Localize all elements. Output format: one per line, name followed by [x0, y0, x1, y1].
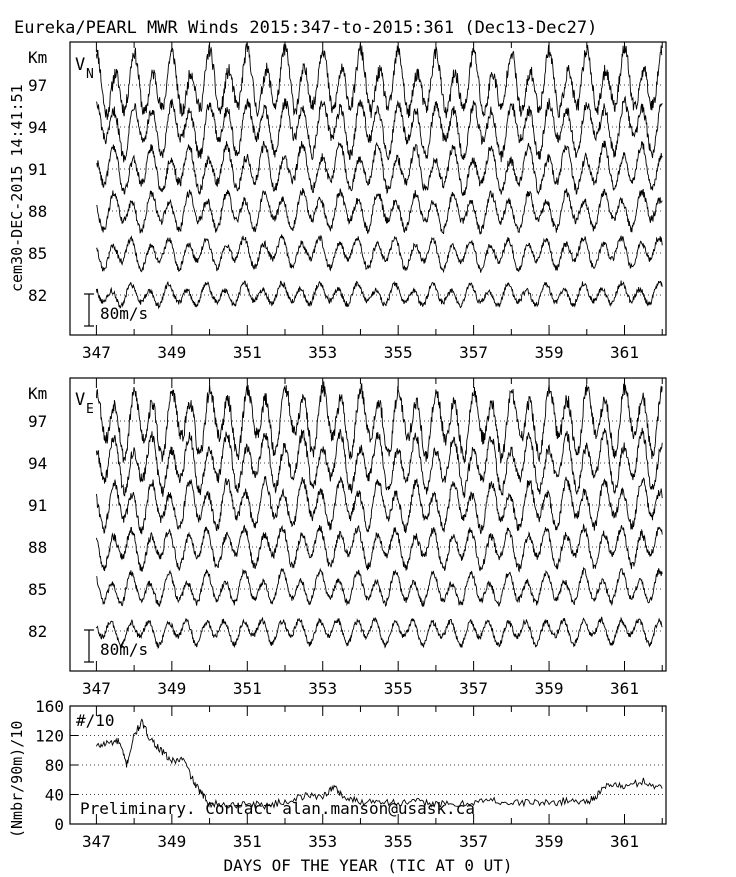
vn-panel-label: V: [75, 55, 85, 75]
vn-trace-97: [95, 42, 663, 120]
ve-trace-85: [96, 566, 663, 608]
figure-title: Eureka/PEARL MWR Winds 2015:347-to-2015:…: [14, 18, 597, 38]
vn-x-tick-label: 347: [82, 343, 111, 362]
count-panel-label: #/10: [76, 711, 115, 730]
ve-y-tick-labels: 97 94 91 88 85 82: [28, 412, 47, 641]
count-grid: [70, 705, 666, 825]
count-y-tick-label: 40: [45, 786, 64, 805]
vn-panel-subscript: N: [86, 67, 94, 82]
ve-y-tick-label: 94: [28, 454, 47, 473]
ve-y-tick-label: 88: [28, 538, 47, 557]
ve-trace-97: [95, 381, 663, 464]
count-y-axis-label: (Nmbr/90m)/10: [8, 721, 26, 838]
count-x-tick-label: 361: [610, 832, 639, 851]
count-x-tick-label: 349: [157, 832, 186, 851]
x-axis-title: DAYS OF THE YEAR (TIC AT 0 UT): [224, 856, 513, 875]
vn-trace-91: [96, 140, 663, 197]
ve-wind-panel: Km V E 97 94 91 88 85 82 347 349 351 353 355 357 35…: [28, 377, 667, 698]
vn-x-tick-label: 357: [459, 343, 488, 362]
vn-y-tick-label: 85: [28, 244, 47, 263]
vn-y-tick-label: 82: [28, 286, 47, 305]
ve-panel-frame: [69, 377, 667, 672]
ve-x-tick-label: 355: [384, 679, 413, 698]
vn-panel-frame: [69, 41, 667, 336]
count-series-line: [95, 718, 663, 810]
count-x-tick-label: 351: [233, 832, 262, 851]
vn-y-tick-labels: 97 94 91 88 85 82: [28, 76, 47, 305]
vn-x-tick-label: 353: [308, 343, 337, 362]
vn-trace-88: [96, 187, 663, 235]
ve-traces: [95, 381, 663, 650]
count-y-tick-labels: 0 40 80 120 160: [35, 697, 64, 834]
ve-trace-88: [95, 523, 663, 573]
count-y-tick-label: 0: [54, 815, 64, 834]
ve-grid: [108, 420, 664, 632]
ve-trace-94: [95, 427, 663, 499]
ve-panel-label: V: [75, 390, 85, 410]
count-x-tick-label: 359: [535, 832, 564, 851]
ve-scale-bar-label: 80m/s: [100, 640, 148, 659]
ve-y-tick-label: 82: [28, 622, 47, 641]
count-y-tick-label: 160: [35, 697, 64, 716]
count-x-tick-label: 357: [459, 832, 488, 851]
ve-x-tick-label: 349: [157, 679, 186, 698]
count-x-ticks: 347 349 351 353 355 357 359 361: [82, 706, 663, 851]
vn-x-tick-label: 351: [233, 343, 262, 362]
ve-panel-subscript: E: [86, 402, 94, 417]
ve-y-tick-label: 91: [28, 496, 47, 515]
ve-x-tick-label: 359: [535, 679, 564, 698]
vn-traces: [95, 42, 663, 310]
ve-x-ticks: 347 349 351 353 355 357 359 361: [82, 378, 663, 698]
vn-y-tick-label: 94: [28, 118, 47, 137]
ve-unit-label: Km: [28, 384, 47, 403]
vn-x-tick-label: 355: [384, 343, 413, 362]
count-x-tick-label: 355: [384, 832, 413, 851]
contact-note: Preliminary. Contact alan.manson@usask.c…: [80, 799, 475, 818]
vn-wind-panel: Km V N 97 94 91 88 85 82 347 349 351 353 355 357 35…: [28, 41, 667, 362]
ve-x-tick-label: 361: [610, 679, 639, 698]
ve-y-tick-label: 97: [28, 412, 47, 431]
count-panel: (Nmbr/90m)/10 #/10 0 40 80 120 160 347 349 351…: [8, 697, 667, 851]
count-x-tick-label: 353: [308, 832, 337, 851]
ve-y-tick-label: 85: [28, 580, 47, 599]
ve-x-tick-label: 351: [233, 679, 262, 698]
vn-unit-label: Km: [28, 48, 47, 67]
timestamp-side-label: cem30-DEC-2015 14:41:51: [8, 84, 26, 292]
ve-x-tick-label: 347: [82, 679, 111, 698]
vn-x-ticks: 347 349 351 353 355 357 359 361: [82, 42, 663, 362]
vn-trace-82: [95, 280, 663, 310]
vn-y-tick-label: 91: [28, 160, 47, 179]
vn-y-tick-label: 97: [28, 76, 47, 95]
ve-x-tick-label: 353: [308, 679, 337, 698]
ve-x-tick-label: 357: [459, 679, 488, 698]
vn-scale-bar-label: 80m/s: [100, 304, 148, 323]
count-y-tick-label: 80: [45, 756, 64, 775]
vn-x-tick-label: 349: [157, 343, 186, 362]
count-y-tick-label: 120: [35, 727, 64, 746]
vn-trace-85: [96, 234, 663, 274]
vn-trace-94: [95, 95, 663, 163]
ve-trace-91: [95, 475, 663, 535]
ve-trace-82: [96, 616, 663, 650]
vn-y-tick-label: 88: [28, 202, 47, 221]
vn-x-tick-label: 361: [610, 343, 639, 362]
count-x-tick-label: 347: [82, 832, 111, 851]
vn-x-tick-label: 359: [535, 343, 564, 362]
count-trace: [95, 718, 663, 810]
